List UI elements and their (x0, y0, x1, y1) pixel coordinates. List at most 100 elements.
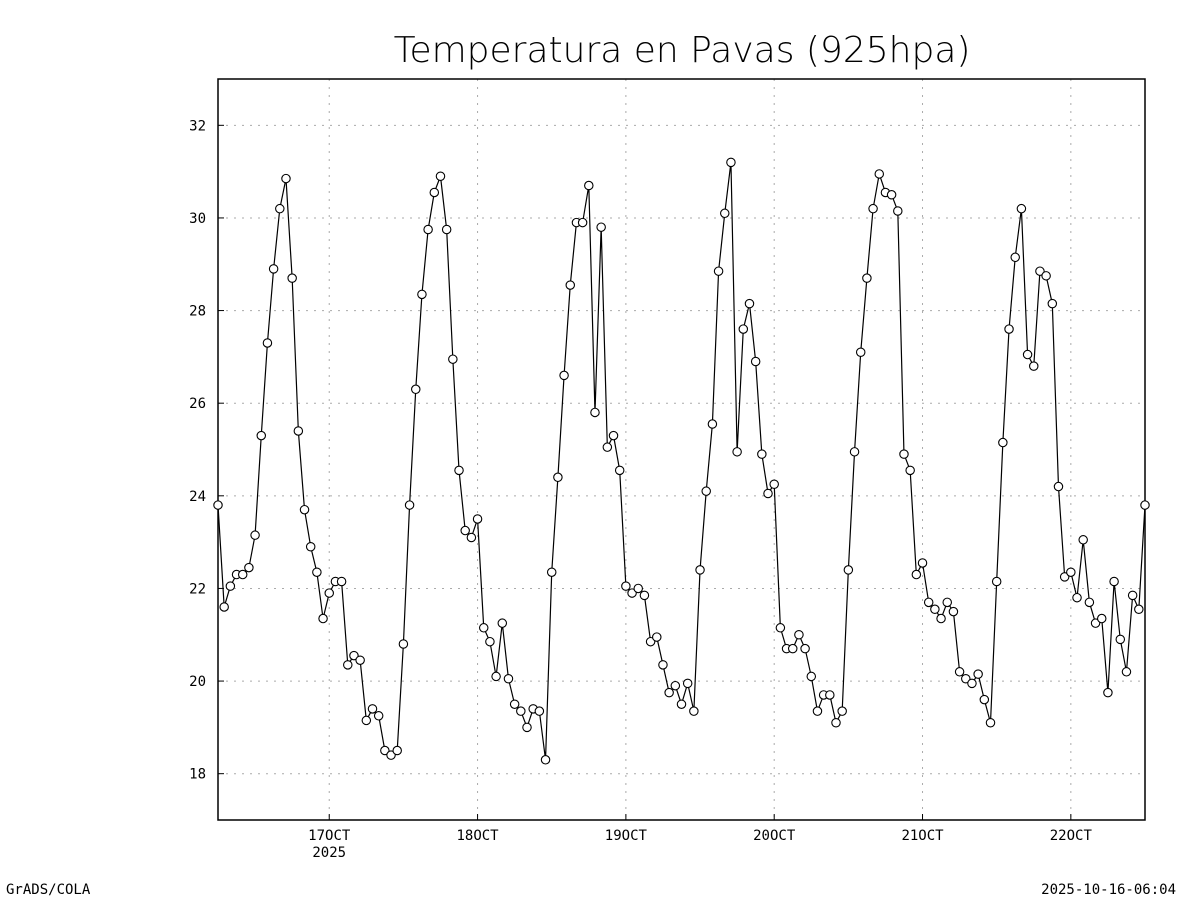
data-point (602, 442, 613, 452)
data-point (843, 565, 854, 575)
data-point (516, 706, 526, 716)
data-point (1109, 576, 1119, 587)
data-point (670, 680, 681, 691)
data-point (812, 706, 823, 716)
data-point (584, 180, 594, 191)
data-point (305, 542, 316, 552)
data-point (930, 604, 940, 615)
data-point (862, 273, 872, 283)
data-point (1016, 203, 1027, 214)
data-point (794, 629, 804, 640)
data-point (460, 525, 470, 536)
data-point (299, 504, 310, 515)
data-point (268, 264, 279, 274)
data-point (738, 324, 749, 334)
data-point (441, 224, 452, 235)
data-point (849, 447, 860, 457)
data-point (979, 694, 990, 705)
data-point (682, 678, 693, 689)
data-point (398, 639, 409, 649)
data-point (1029, 361, 1039, 371)
data-point (373, 711, 384, 721)
data-point (318, 613, 328, 624)
data-point (720, 208, 730, 219)
data-point (763, 488, 773, 499)
data-point (244, 562, 254, 573)
data-point (954, 667, 965, 677)
y-tick-label: 26 (189, 396, 206, 412)
data-point (355, 655, 365, 665)
y-tick-label: 22 (189, 581, 206, 597)
data-point (1115, 634, 1126, 645)
data-point (485, 636, 495, 647)
data-point (497, 618, 508, 628)
data-point (893, 206, 903, 216)
footer-timestamp: 2025-10-16-06:04 (1041, 882, 1176, 898)
data-point (466, 532, 477, 543)
data-point (1072, 592, 1082, 603)
data-point (491, 671, 501, 682)
data-point (991, 576, 1002, 587)
data-point (361, 715, 372, 726)
data-point (417, 289, 427, 300)
data-point (621, 581, 631, 591)
data-point (695, 565, 705, 575)
data-point (942, 597, 952, 608)
footer-left: GrADS/COLA (6, 882, 91, 898)
data-point (435, 171, 446, 182)
data-point (831, 717, 841, 728)
y-tick-label: 20 (189, 674, 206, 690)
data-point (213, 500, 223, 510)
data-point (1004, 324, 1014, 334)
y-tick-label: 32 (189, 118, 206, 134)
data-point (287, 273, 297, 283)
grid (218, 79, 1145, 820)
data-point (534, 706, 545, 716)
data-point (905, 465, 915, 476)
data-point (998, 437, 1008, 448)
data-point (961, 673, 971, 684)
data-point (559, 370, 569, 381)
data-point (899, 449, 909, 459)
data-point (1078, 535, 1088, 545)
data-point (343, 660, 353, 670)
data-point (985, 717, 996, 728)
data-point (336, 576, 347, 587)
data-point (262, 338, 273, 348)
data-point (472, 514, 483, 524)
data-point (1022, 349, 1033, 360)
data-point (726, 157, 736, 168)
data-point (565, 280, 576, 290)
data-point (614, 465, 625, 476)
data-point (633, 583, 643, 594)
data-point (1059, 572, 1070, 582)
data-point (936, 613, 946, 624)
data-point (645, 636, 656, 647)
data-point (750, 356, 761, 367)
data-point (1140, 500, 1150, 510)
data-point (874, 169, 885, 179)
data-point (577, 217, 588, 228)
chart-title: Temperatura en Pavas (925hpa) (394, 30, 971, 71)
data-point (448, 354, 458, 364)
data-point (627, 588, 637, 598)
data-point (917, 558, 928, 568)
data-point (923, 597, 934, 608)
data-point (596, 222, 606, 232)
data-point (1084, 597, 1095, 608)
x-tick-label: 18OCT (456, 828, 499, 844)
data-point (225, 581, 236, 591)
data-point (429, 187, 440, 198)
data-point (275, 203, 285, 214)
data-point (787, 643, 798, 654)
series-line (217, 162, 1146, 760)
data-point (509, 699, 520, 709)
data-point (392, 745, 402, 756)
plot-frame (217, 78, 1146, 821)
data-point (324, 588, 334, 598)
data-point (367, 704, 378, 714)
data-point (478, 623, 489, 633)
